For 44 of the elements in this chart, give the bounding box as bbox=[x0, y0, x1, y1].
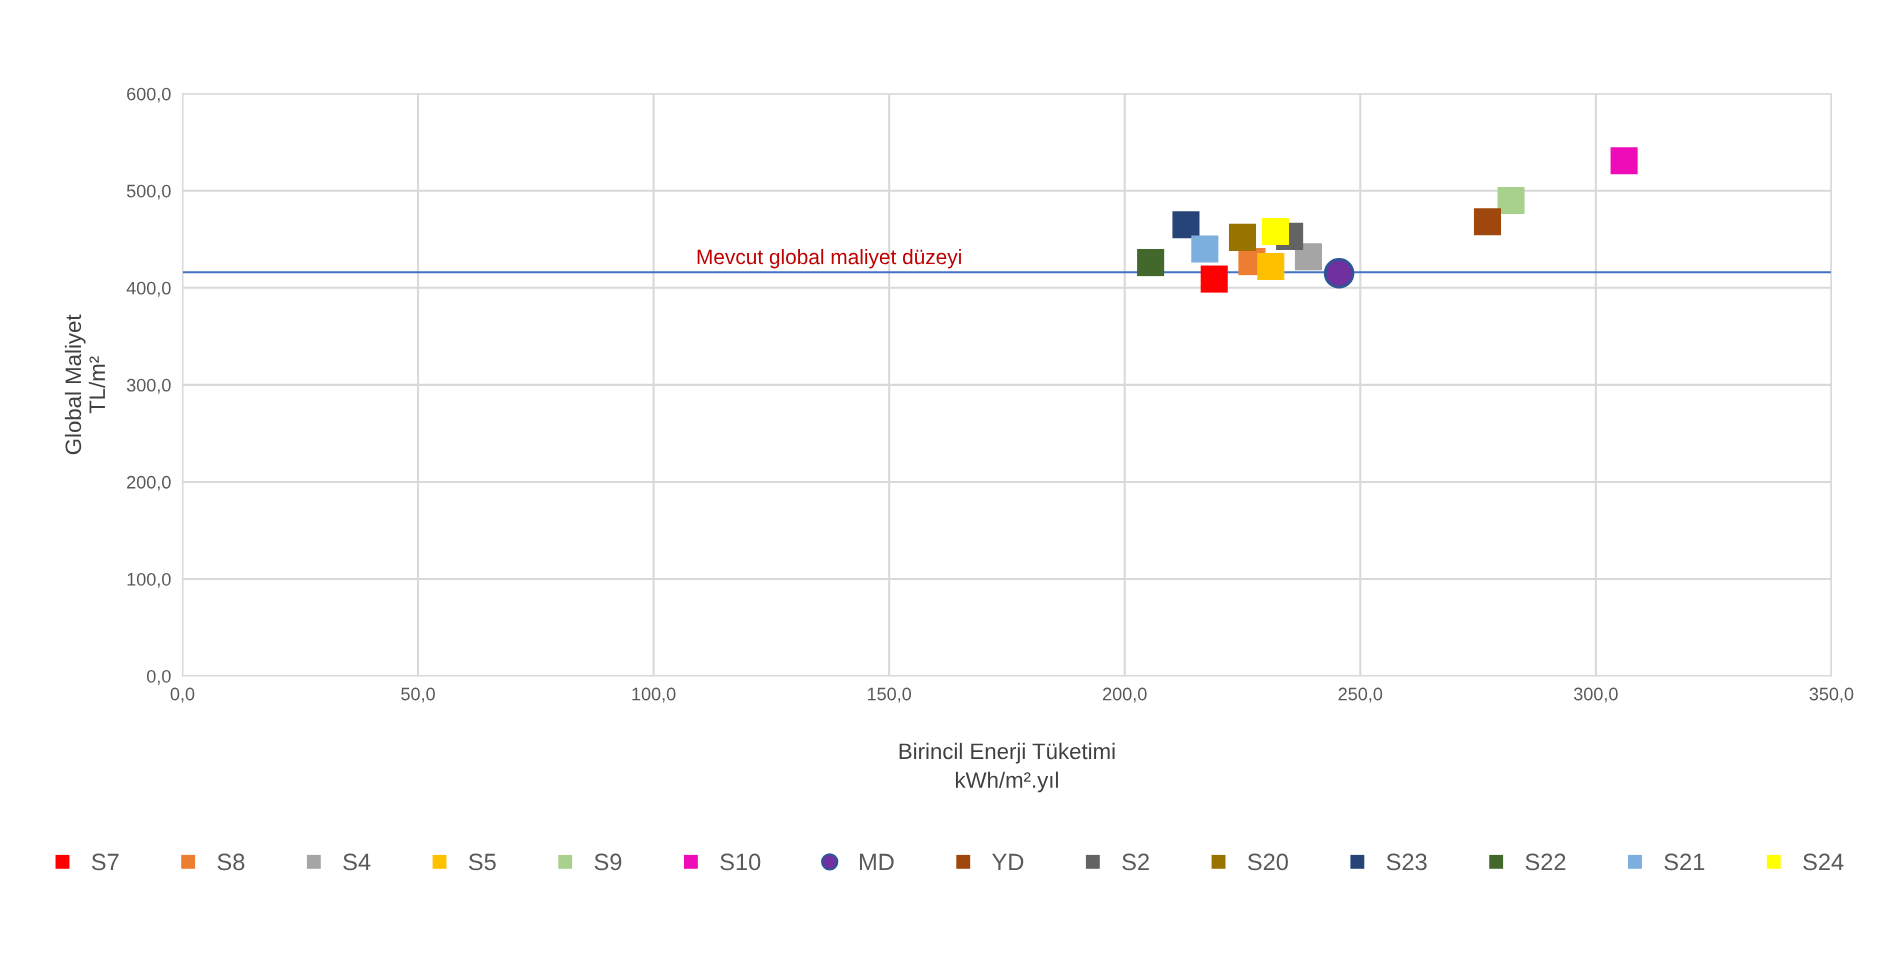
point bbox=[1323, 257, 1355, 289]
legend-label: S5 bbox=[468, 853, 496, 871]
x-tick-label: 0,0 bbox=[170, 687, 195, 703]
legend-label: S10 bbox=[720, 853, 761, 871]
y-tick-label: 600,0 bbox=[127, 87, 171, 103]
point bbox=[1172, 211, 1200, 239]
legend-label: S8 bbox=[217, 853, 245, 871]
x-tick-label: 350,0 bbox=[1809, 687, 1854, 703]
x-tick-label: 100,0 bbox=[632, 687, 676, 703]
point bbox=[1294, 243, 1322, 271]
legend-label: S2 bbox=[1122, 853, 1149, 871]
point bbox=[1200, 265, 1228, 293]
x-axis-title: Birincil Enerji Tüketimi kWh/m².yıl bbox=[899, 742, 1115, 793]
y-tick-label: 100,0 bbox=[127, 572, 171, 588]
legend-label: S21 bbox=[1664, 853, 1705, 871]
legend-label: S23 bbox=[1386, 853, 1427, 871]
legend-label: S24 bbox=[1803, 853, 1844, 871]
x-tick-label: 50,0 bbox=[401, 687, 435, 703]
y-tick-label: 200,0 bbox=[127, 475, 171, 491]
legend-label: S20 bbox=[1247, 853, 1288, 871]
legend-label: YD bbox=[992, 853, 1024, 871]
y-tick-label: 0,0 bbox=[146, 669, 171, 685]
legend-label: MD bbox=[859, 853, 894, 871]
ref-line-label: Mevcut global maliyet düzeyi bbox=[697, 248, 961, 269]
point bbox=[1473, 208, 1502, 236]
y-tick-label: 400,0 bbox=[126, 281, 171, 297]
y-axis-title: Global Maliyet TL/m² bbox=[64, 314, 106, 455]
point bbox=[1257, 252, 1285, 280]
point bbox=[1137, 249, 1165, 277]
point bbox=[1610, 147, 1638, 175]
x-tick-label: 250,0 bbox=[1338, 687, 1383, 703]
legend-label: S22 bbox=[1525, 853, 1566, 871]
legend-label: S9 bbox=[594, 853, 622, 871]
y-tick-label: 300,0 bbox=[126, 378, 171, 394]
legend-label: S4 bbox=[343, 853, 371, 871]
point bbox=[1191, 235, 1219, 263]
legend-label: S7 bbox=[91, 853, 119, 871]
x-tick-label: 200,0 bbox=[1103, 687, 1147, 703]
y-tick-label: 500,0 bbox=[126, 184, 171, 200]
x-tick-label: 300,0 bbox=[1573, 687, 1618, 703]
point bbox=[1228, 223, 1257, 251]
x-tick-label: 150,0 bbox=[867, 687, 912, 703]
point bbox=[1261, 217, 1290, 246]
point bbox=[1497, 186, 1525, 214]
